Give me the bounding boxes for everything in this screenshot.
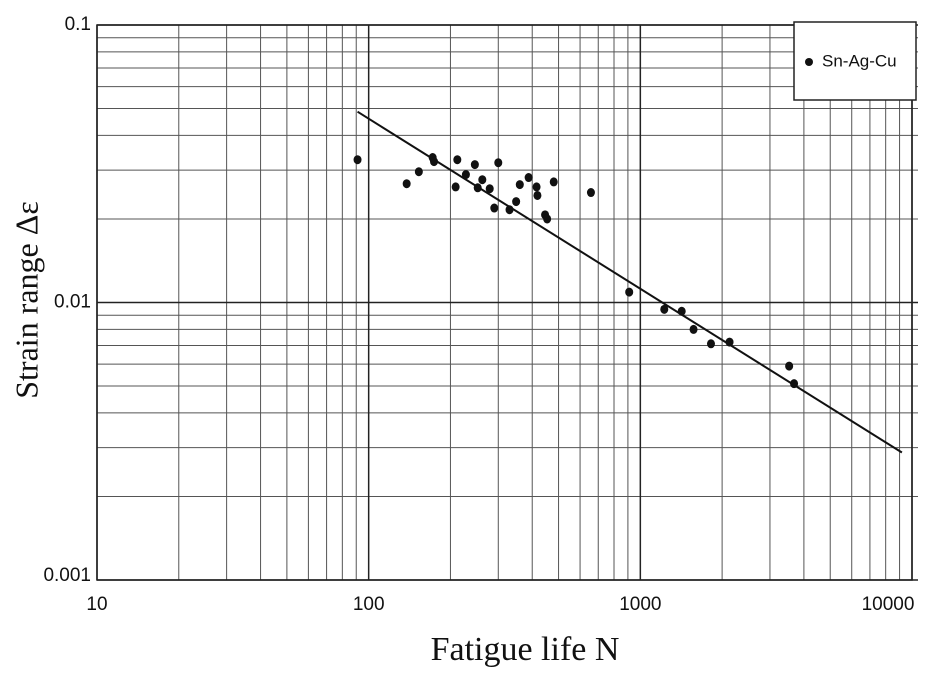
data-point bbox=[430, 157, 439, 167]
data-point bbox=[505, 205, 514, 215]
data-point bbox=[725, 337, 734, 347]
data-point bbox=[543, 214, 552, 224]
data-point bbox=[706, 339, 715, 349]
x-tick-label: 10 bbox=[86, 594, 107, 615]
y-axis-label: Strain range Δε bbox=[8, 201, 44, 399]
x-tick-label: 10000 bbox=[862, 594, 915, 615]
data-point bbox=[524, 173, 533, 183]
data-point bbox=[677, 306, 686, 316]
data-point bbox=[353, 155, 362, 165]
legend: Sn-Ag-Cu bbox=[793, 21, 917, 101]
data-point bbox=[485, 184, 494, 194]
x-axis-label: Fatigue life N bbox=[431, 631, 620, 668]
data-point bbox=[532, 182, 541, 192]
legend-label: Sn-Ag-Cu bbox=[822, 51, 897, 70]
fit-line bbox=[357, 110, 903, 454]
data-point bbox=[515, 180, 524, 190]
data-point bbox=[512, 197, 521, 207]
data-point bbox=[414, 167, 423, 177]
data-point bbox=[586, 188, 595, 198]
legend-box bbox=[793, 21, 917, 101]
data-point bbox=[473, 183, 482, 193]
data-point bbox=[533, 190, 542, 200]
y-tick-label: 0.001 bbox=[43, 565, 91, 586]
data-point bbox=[549, 177, 558, 187]
data-point bbox=[660, 304, 669, 314]
plot-frame bbox=[96, 24, 913, 581]
data-point bbox=[689, 324, 698, 334]
y-tick-label: 0.01 bbox=[54, 292, 91, 313]
data-point bbox=[790, 379, 799, 389]
data-point bbox=[453, 155, 462, 165]
data-point bbox=[451, 182, 460, 192]
x-tick-label: 1000 bbox=[619, 594, 661, 615]
data-point bbox=[625, 287, 634, 297]
x-tick-label: 100 bbox=[353, 594, 385, 615]
data-point bbox=[402, 179, 411, 189]
data-point bbox=[494, 158, 503, 168]
data-point bbox=[478, 175, 487, 185]
y-tick-label: 0.1 bbox=[65, 14, 91, 35]
data-point bbox=[470, 160, 479, 170]
data-point bbox=[490, 203, 499, 213]
legend-marker bbox=[805, 58, 813, 66]
data-point bbox=[461, 170, 470, 180]
data-point bbox=[785, 361, 794, 371]
